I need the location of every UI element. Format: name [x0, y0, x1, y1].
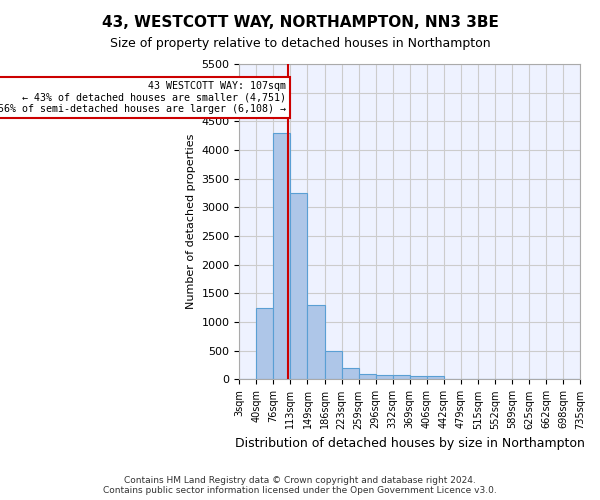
- Bar: [290, 193, 307, 380]
- Bar: [307, 305, 325, 380]
- Text: 43 WESTCOTT WAY: 107sqm
← 43% of detached houses are smaller (4,751)
56% of semi: 43 WESTCOTT WAY: 107sqm ← 43% of detache…: [0, 81, 286, 114]
- Bar: [376, 375, 392, 380]
- Text: Size of property relative to detached houses in Northampton: Size of property relative to detached ho…: [110, 38, 490, 51]
- Bar: [427, 376, 444, 380]
- Y-axis label: Number of detached properties: Number of detached properties: [186, 134, 196, 310]
- Bar: [359, 374, 376, 380]
- Bar: [325, 351, 341, 380]
- Bar: [274, 133, 290, 380]
- Bar: [410, 376, 427, 380]
- Bar: [256, 308, 274, 380]
- Text: Contains HM Land Registry data © Crown copyright and database right 2024.
Contai: Contains HM Land Registry data © Crown c…: [103, 476, 497, 495]
- Bar: [341, 368, 359, 380]
- Text: 43, WESTCOTT WAY, NORTHAMPTON, NN3 3BE: 43, WESTCOTT WAY, NORTHAMPTON, NN3 3BE: [101, 15, 499, 30]
- X-axis label: Distribution of detached houses by size in Northampton: Distribution of detached houses by size …: [235, 437, 584, 450]
- Bar: [392, 375, 410, 380]
